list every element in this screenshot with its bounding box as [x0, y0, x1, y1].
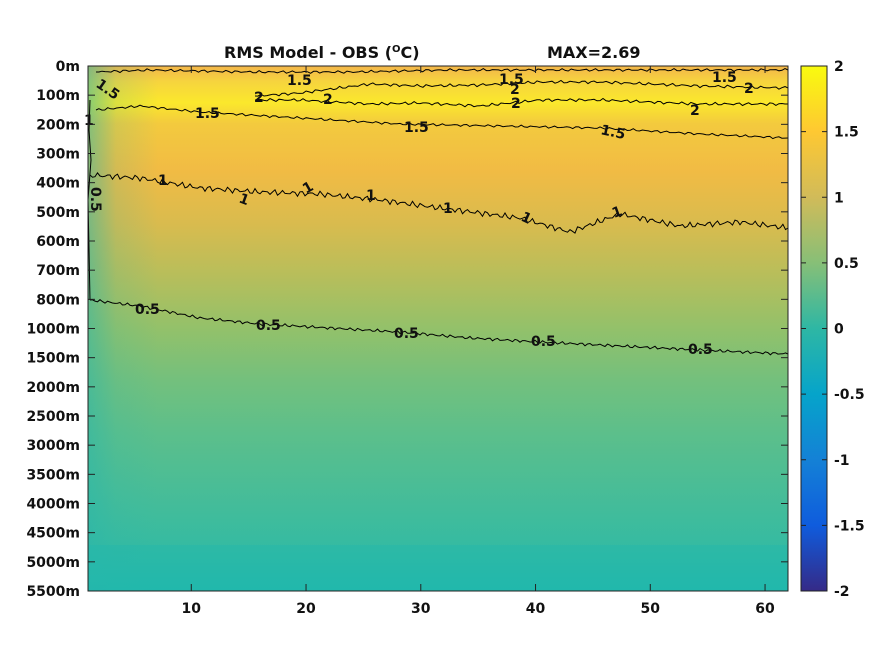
contour-label: 0.5 [87, 187, 103, 212]
contour-label: 1.5 [499, 72, 524, 88]
y-tick-label: 3500m [26, 467, 80, 483]
contour-label: 1.5 [404, 120, 429, 136]
colorbar-tick-label: -1 [834, 453, 850, 469]
x-tick-label: 30 [411, 601, 431, 617]
contour-line-1.5-lower [95, 104, 789, 140]
contour-label: 0.5 [394, 326, 419, 342]
y-tick-label: 4000m [26, 497, 80, 513]
y-axis: 0m100m200m300m400m500m600m700m800m1000m1… [26, 59, 788, 600]
colorbar-tick-label: 1 [834, 190, 844, 206]
contour-label: 2 [511, 96, 521, 112]
contour-label: 1.5 [599, 122, 627, 143]
colorbar-tick-label: -1.5 [834, 518, 865, 534]
contour-line-1.5-upper [96, 68, 789, 74]
y-tick-label: 400m [36, 176, 80, 192]
y-tick-label: 2500m [26, 409, 80, 425]
contour-line-2-lower [254, 97, 788, 108]
y-tick-label: 700m [36, 263, 80, 279]
chart-title: RMS Model - OBS (OC) [224, 43, 420, 62]
y-tick-label: 500m [36, 205, 80, 221]
contour-label: 2 [510, 82, 520, 98]
x-axis: 10 20 30 40 50 60 [182, 66, 775, 617]
contour-label: 1 [84, 113, 94, 129]
colorbar-tick-label: 2 [834, 59, 844, 75]
heatmap-left-shading [88, 66, 788, 591]
x-tick-label: 20 [296, 601, 316, 617]
contour-line-1 [89, 172, 789, 234]
contour-line-0.5 [89, 299, 789, 356]
colorbar-tick-label: -0.5 [834, 387, 865, 403]
max-value-label: MAX=2.69 [547, 43, 641, 62]
contour-label: 1 [366, 188, 376, 204]
y-tick-label: 2000m [26, 380, 80, 396]
contour-label: 0.5 [531, 334, 556, 350]
y-tick-label: 200m [36, 117, 80, 133]
colorbar-axis: 2 1.5 1 0.5 0 -0.5 -1 -1.5 -2 [801, 59, 865, 600]
y-tick-label: 100m [36, 88, 80, 104]
contour-label: 0.5 [256, 318, 281, 334]
colorbar-tick-label: 0 [834, 322, 844, 338]
title-main: RMS Model - OBS ( [224, 43, 392, 62]
colorbar-tick-label: 0.5 [834, 256, 859, 272]
contour-label: 1 [158, 173, 168, 189]
colorbar-tick-label: -2 [834, 584, 850, 600]
contour-label: 2 [690, 103, 700, 119]
y-tick-label: 4500m [26, 526, 80, 542]
y-tick-label: 5000m [26, 555, 80, 571]
x-tick-label: 40 [526, 601, 546, 617]
contour-label: 1 [443, 201, 453, 217]
y-tick-label: 1500m [26, 351, 80, 367]
contour-label: 0.5 [688, 342, 713, 358]
x-tick-label: 60 [755, 601, 775, 617]
contour-labels: 1.5 1.5 1.5 1.5 1.5 1.5 1.5 2 2 2 2 2 2 … [84, 70, 754, 358]
colorbar-tick-label: 1.5 [834, 125, 859, 141]
y-tick-label: 1000m [26, 322, 80, 338]
y-tick-label: 600m [36, 234, 80, 250]
y-tick-label: 800m [36, 292, 80, 308]
contour-line-left-edge [87, 99, 92, 301]
contour-label: 0.5 [135, 302, 160, 318]
y-tick-label: 0m [56, 59, 80, 75]
contour-label: 1.5 [195, 106, 220, 122]
y-tick-label: 5500m [26, 584, 80, 600]
y-tick-label: 300m [36, 147, 80, 163]
contour-label: 2 [323, 92, 333, 108]
title-unit: C) [401, 43, 420, 62]
contour-line-2-upper [254, 79, 789, 97]
contour-label: 2 [254, 90, 264, 106]
x-tick-label: 10 [182, 601, 202, 617]
y-tick-label: 3000m [26, 438, 80, 454]
contour-label: 1.5 [287, 73, 312, 89]
x-tick-label: 50 [641, 601, 661, 617]
contour-label: 1.5 [712, 70, 737, 86]
title-superscript: O [392, 44, 401, 55]
contour-lines [87, 68, 789, 356]
heatmap-bottom-band [88, 545, 788, 591]
contour-label: 2 [744, 81, 754, 97]
